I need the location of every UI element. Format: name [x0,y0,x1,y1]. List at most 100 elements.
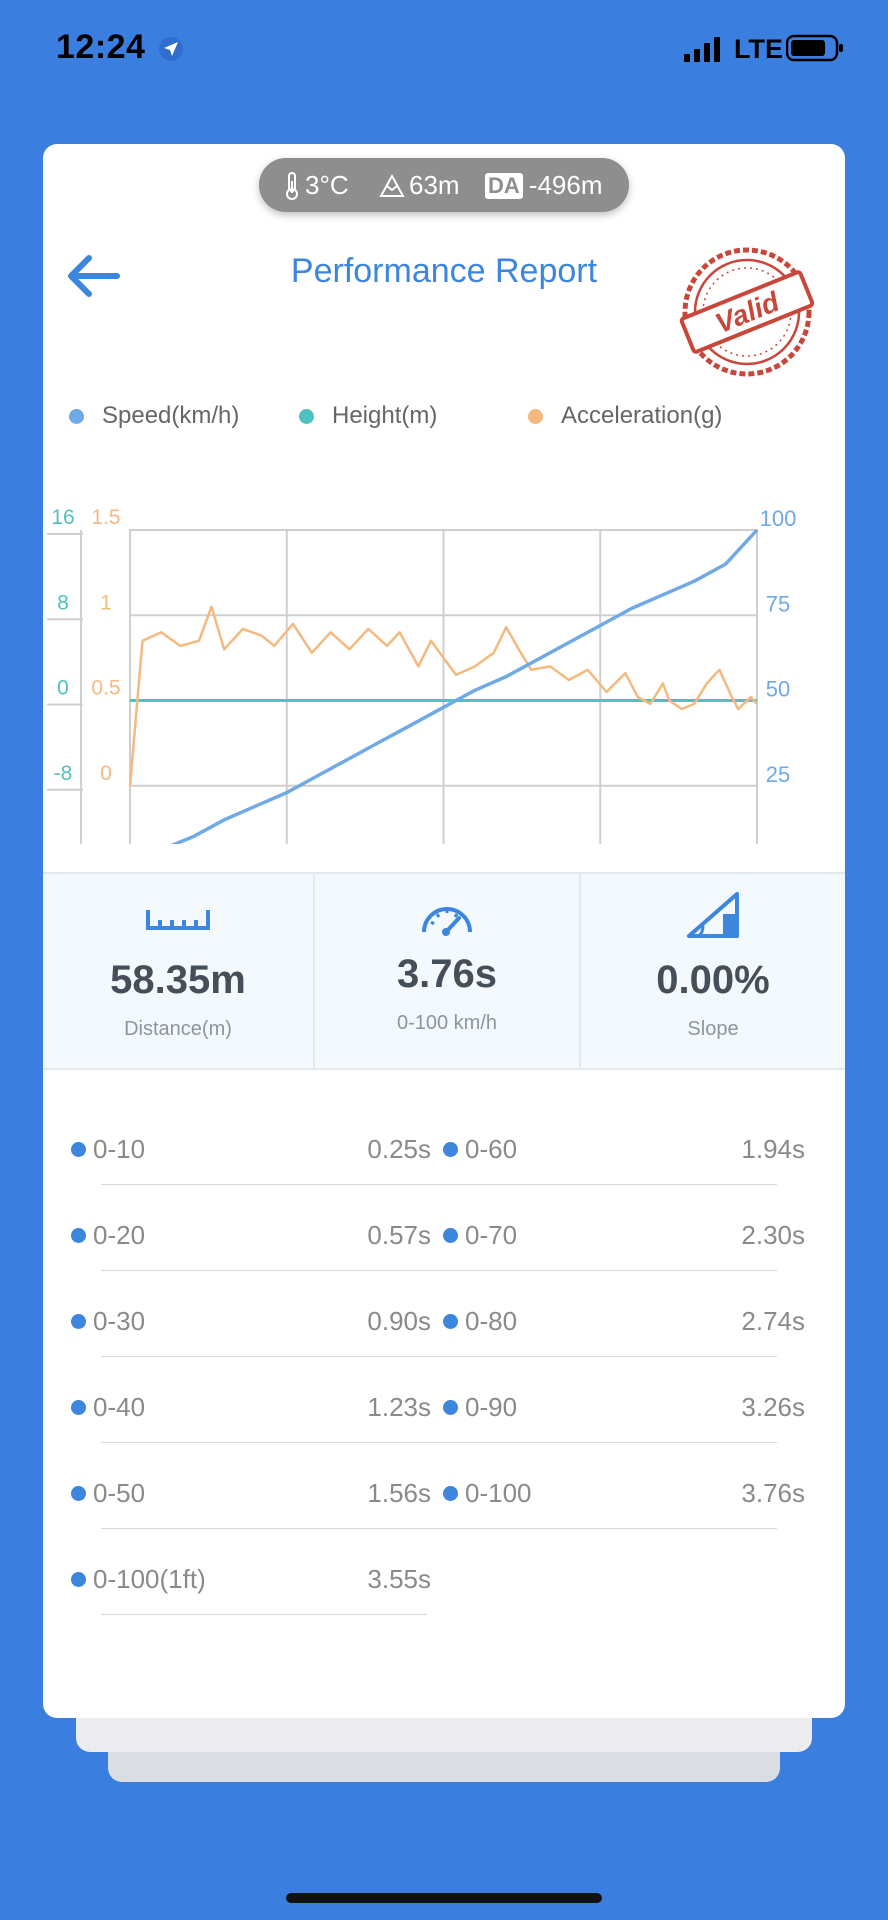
ruler-icon [146,910,210,930]
right-axis-tick-label: 25 [766,762,790,787]
split-value: 0.25s [367,1134,431,1164]
split-value: 3.55s [367,1564,431,1594]
zero-to-hundred-label: 0-100 km/h [396,1012,498,1034]
speedometer-icon [422,907,472,936]
split-divider [101,1614,427,1615]
split-divider [101,1184,777,1185]
split-dot [443,1486,458,1501]
left-axis-tick-label: -8 [54,762,73,785]
acceleration-series-line [128,605,758,786]
page-title: Performance Report [290,252,598,290]
split-value: 1.23s [367,1392,431,1422]
stat-divider [579,874,581,1068]
split-value: 2.74s [741,1306,805,1336]
thermometer-icon [286,171,298,200]
split-value: 1.56s [367,1478,431,1508]
split-dot [443,1142,458,1157]
split-dot [71,1486,86,1501]
split-value: 1.94s [741,1134,805,1164]
legend-speed-label: Speed(km/h) [102,402,240,429]
stat-slope: 0.00% Slope [581,874,845,1068]
split-dot [71,1142,86,1157]
legend-height-label: Height(m) [332,402,438,429]
split-row: 0-20 0.57s [71,1204,431,1290]
split-row: 0-100 3.76s [443,1462,805,1548]
legend-height-dot [299,408,314,424]
split-label: 0-80 [465,1306,518,1336]
split-label: 0-20 [93,1220,146,1250]
split-row: 0-60 1.94s [443,1118,805,1204]
split-label: 0-100(1ft) [93,1564,206,1594]
slope-value: 0.00% [656,958,770,1002]
split-dot [443,1314,458,1329]
environment-pill: 3°C 63m DA -496m [259,158,629,212]
temperature-value: 3°C [305,170,349,200]
split-dot [71,1314,86,1329]
split-label: 0-10 [93,1134,146,1164]
density-altitude-value: -496m [528,170,603,200]
distance-label: Distance(m) [124,1018,232,1040]
split-label: 0-40 [93,1392,146,1422]
slope-label: Slope [687,1018,739,1040]
split-row: 0-90 3.26s [443,1376,805,1462]
split-dot [71,1400,86,1415]
split-value: 2.30s [741,1220,805,1250]
performance-report-card: 3°C 63m DA -496m Performance Report Vali… [43,144,845,1718]
split-row: 0-70 2.30s [443,1204,805,1290]
split-divider [101,1270,777,1271]
legend-acceleration-label: Acceleration(g) [561,402,723,429]
right-axis-tick-label: 100 [760,506,797,531]
left-axis-tick-label: 8 [57,591,69,614]
battery-icon [786,34,843,62]
legend-height: Height(m) [299,402,437,430]
location-arrow-icon [159,37,183,61]
split-dot [71,1572,86,1587]
split-label: 0-60 [465,1134,518,1164]
split-divider [101,1356,777,1357]
arrow-left-icon [68,255,120,297]
split-value: 3.26s [741,1392,805,1422]
split-divider [101,1442,777,1443]
split-row: 0-10 0.25s [71,1118,431,1204]
split-dot [443,1228,458,1243]
middle-axis-tick-label: 0 [100,762,112,785]
middle-axis-tick-label: 1.5 [91,506,120,529]
split-divider [101,1528,777,1529]
right-axis-tick-label: 50 [766,677,790,702]
temperature-item: 3°C [283,170,349,201]
left-axis-tick-label: 16 [51,506,74,529]
distance-value: 58.35m [110,958,246,1002]
split-label: 0-30 [93,1306,146,1336]
speed-series-line [170,528,759,844]
stat-divider [313,874,315,1068]
altitude-value: 63m [409,170,460,200]
status-bar: 12:24 LTE [0,0,888,100]
stat-zero-to-hundred: 3.76s 0-100 km/h [315,874,579,1068]
split-row: 0-30 0.90s [71,1290,431,1376]
split-label: 0-50 [93,1478,146,1508]
stats-panel: 58.35m Distance(m) 3.76s 0-100 km/h 0.00… [43,872,845,1070]
split-value: 3.76s [741,1478,805,1508]
density-altitude-item: DA -496m [485,170,602,201]
mountain-icon [379,173,405,197]
valid-stamp-icon: Valid [679,247,815,377]
split-label: 0-90 [465,1392,518,1422]
legend-speed-dot [69,408,84,424]
middle-axis-tick-label: 0.5 [91,677,120,700]
legend-acceleration: Acceleration(g) [528,402,722,430]
home-indicator[interactable] [286,1893,602,1903]
middle-axis-tick-label: 1 [100,591,112,614]
back-button[interactable] [61,244,125,308]
cellular-signal-icon [684,37,720,62]
chart-legend: Speed(km/h) Height(m) Acceleration(g) [43,402,845,442]
zero-to-hundred-value: 3.76s [396,952,498,996]
legend-speed: Speed(km/h) [69,402,239,430]
split-row: 0-50 1.56s [71,1462,431,1548]
network-type: LTE [734,34,783,64]
legend-acceleration-dot [528,408,543,424]
left-axis-tick-label: 0 [57,677,69,700]
split-label: 0-100 [465,1478,532,1508]
split-row: 0-100(1ft) 3.55s [71,1548,431,1634]
split-value: 0.90s [367,1306,431,1336]
